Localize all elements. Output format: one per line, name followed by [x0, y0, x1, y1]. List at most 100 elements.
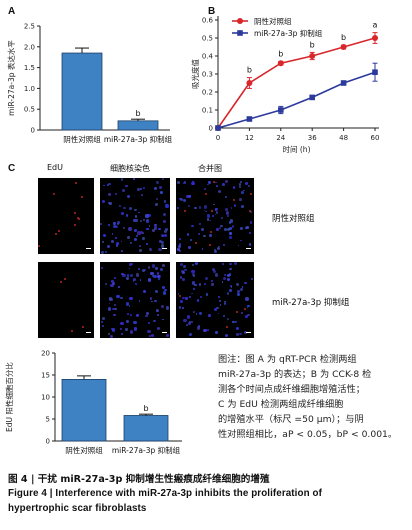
y-tick-label: 0.5 — [24, 106, 35, 114]
nucleus-dot — [138, 267, 141, 270]
nucleus-dot — [188, 204, 191, 207]
nucleus-dot — [138, 299, 141, 302]
nucleus-dot — [145, 314, 148, 317]
nucleus-dot — [227, 318, 230, 321]
nucleus-dot — [125, 184, 128, 188]
nucleus-dot — [248, 242, 252, 246]
nucleus-dot — [245, 297, 249, 301]
nucleus-dot — [191, 269, 195, 274]
data-point — [309, 53, 316, 59]
nucleus-dot — [142, 187, 145, 190]
nucleus-dot — [219, 303, 222, 306]
nucleus-dot — [218, 299, 222, 303]
col-title-edu: EdU — [47, 163, 63, 172]
nucleus-dot — [209, 234, 212, 237]
nucleus-dot — [146, 243, 148, 245]
nucleus-dot — [205, 293, 208, 296]
edu-positive-dot — [57, 229, 60, 232]
nucleus-dot — [179, 197, 184, 201]
nucleus-dot — [216, 207, 218, 210]
nucleus-dot — [234, 262, 237, 265]
nucleus-dot — [121, 211, 125, 215]
nucleus-dot — [212, 269, 216, 274]
nucleus-dot — [132, 178, 135, 180]
nucleus-dot — [149, 247, 153, 251]
micrograph-image — [38, 178, 94, 254]
nucleus-dot — [199, 295, 202, 298]
nucleus-dot — [250, 278, 253, 281]
nucleus-dot — [240, 226, 244, 230]
note-line: C 为 EdU 检测两组成纤维细胞 — [218, 399, 344, 410]
nucleus-dot — [134, 208, 137, 212]
data-point — [340, 44, 347, 50]
x-tick-label: 12 — [245, 134, 254, 142]
nucleus-dot — [151, 300, 153, 303]
nucleus-dot — [236, 333, 240, 337]
nucleus-dot — [225, 211, 230, 215]
nucleus-dot — [215, 185, 218, 188]
x-tick-label: 36 — [308, 134, 317, 142]
data-point — [215, 125, 221, 131]
edu-positive-dot — [74, 212, 77, 215]
nucleus-dot — [147, 265, 151, 269]
row-label-inhibit: miR-27a-3p 抑制组 — [272, 298, 350, 308]
nucleus-dot — [115, 242, 119, 246]
caption-english-line1: Figure 4 | Interference with miR-27a-3p … — [8, 488, 322, 499]
nucleus-dot — [115, 244, 119, 247]
nucleus-dot — [239, 287, 243, 291]
y-tick-label: 0.5 — [202, 35, 213, 43]
nucleus-dot — [112, 328, 116, 332]
nucleus-dot — [234, 321, 237, 324]
nucleus-dot — [203, 328, 207, 333]
nucleus-dot — [206, 218, 210, 221]
nucleus-dot — [220, 217, 223, 220]
col-title-merge: 合并图 — [198, 164, 222, 173]
legend-marker — [237, 30, 243, 36]
nucleus-dot — [222, 315, 225, 317]
nucleus-dot — [110, 327, 113, 330]
nucleus-dot — [238, 183, 242, 186]
nucleus-dot — [180, 299, 183, 303]
nucleus-dot — [119, 204, 122, 207]
nucleus-dot — [133, 219, 136, 222]
edu-positive-dot — [209, 230, 212, 233]
nucleus-dot — [152, 229, 155, 232]
nucleus-dot — [236, 283, 240, 287]
nucleus-dot — [222, 262, 225, 266]
nucleus-dot — [108, 297, 112, 301]
nucleus-dot — [226, 274, 230, 278]
y-tick-label: 0.6 — [202, 17, 214, 25]
nucleus-dot — [120, 240, 123, 243]
nucleus-dot — [133, 238, 137, 242]
nucleus-dot — [193, 288, 196, 291]
micrograph-image — [38, 262, 94, 338]
nucleus-dot — [155, 267, 159, 271]
nucleus-dot — [243, 331, 247, 335]
nucleus-dot — [127, 274, 130, 277]
data-point — [372, 35, 378, 41]
nucleus-dot — [199, 206, 202, 209]
nucleus-dot — [115, 226, 118, 229]
nucleus-dot — [125, 328, 128, 331]
edu-positive-dot — [178, 295, 181, 298]
nucleus-dot — [203, 188, 206, 191]
y-axis-label: miR-27a-3p 表达水平 — [6, 40, 16, 116]
nucleus-dot — [126, 276, 129, 280]
nucleus-dot — [226, 292, 230, 295]
nucleus-dot — [224, 333, 228, 338]
nucleus-dot — [141, 194, 143, 196]
nucleus-dot — [111, 307, 115, 311]
nucleus-dot — [138, 248, 143, 252]
nucleus-dot — [165, 228, 169, 232]
nucleus-dot — [222, 243, 226, 246]
nucleus-dot — [125, 214, 129, 217]
edu-positive-dot — [81, 195, 84, 198]
nucleus-dot — [116, 294, 120, 299]
nucleus-dot — [122, 273, 126, 278]
nucleus-dot — [128, 267, 131, 270]
row-label-control: 阴性对照组 — [272, 214, 315, 224]
edu-positive-dot — [208, 244, 211, 247]
nucleus-dot — [131, 262, 134, 265]
nucleus-dot — [134, 214, 138, 218]
nucleus-dot — [137, 231, 141, 235]
